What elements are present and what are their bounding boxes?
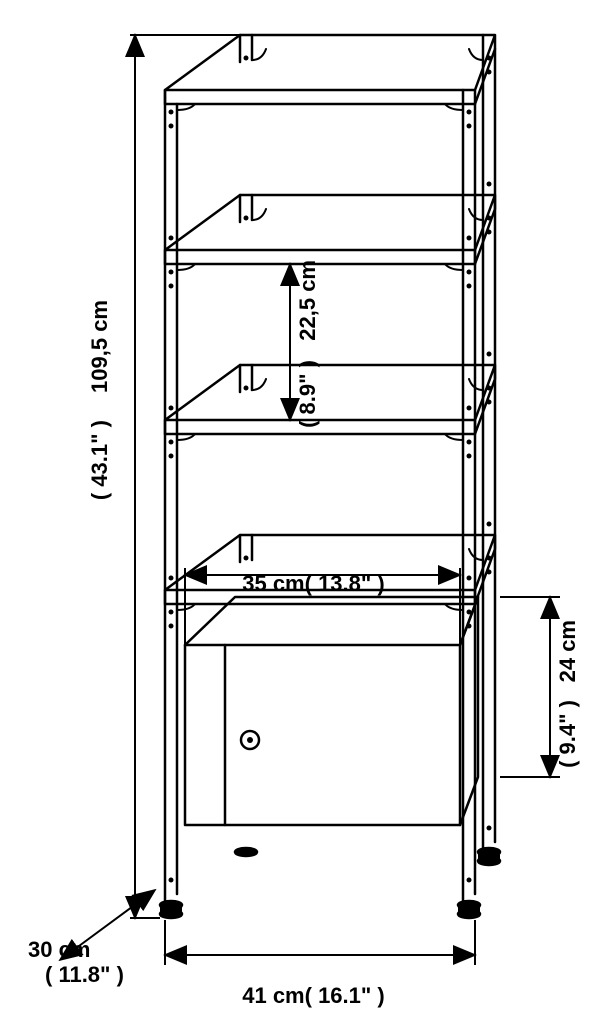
label-height-in: ( 43.1" ) [88,420,112,500]
label-height-cm: 109,5 cm [88,300,112,393]
label-depth-in: ( 11.8" ) [45,963,124,987]
dimension-drawing [0,0,593,1013]
label-cabh-cm: 24 cm [556,620,580,682]
label-shelfgap-in: ( 8.9" ) [296,360,320,428]
label-width-cm: 41 cm( 16.1" ) [230,960,385,1008]
label-cabh-in: ( 9.4" ) [556,700,580,768]
label-shelfgap-cm: 22,5 cm [296,260,320,341]
label-depth-cm: 30 cm [28,938,90,962]
label-cabw-cm: 35 cm( 13.8" ) [230,548,385,596]
